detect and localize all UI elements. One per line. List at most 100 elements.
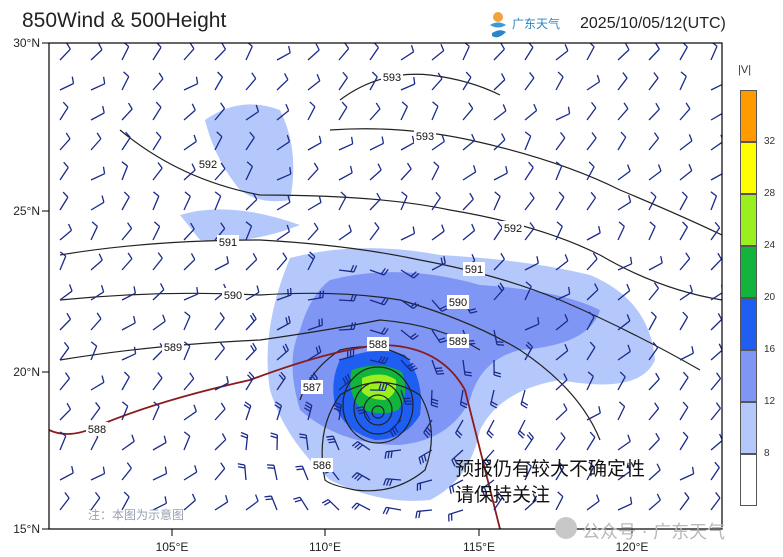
colorbar-segment [740,402,757,454]
lon-label: 115°E [463,540,495,554]
wind-barb [90,76,106,91]
wind-barb [355,406,371,421]
wind-barb [648,311,657,331]
wind-barb [121,434,135,451]
wind-barb [90,312,102,331]
wind-barb [152,43,162,61]
wind-barb [586,341,596,361]
wind-barb [214,312,225,331]
contour-label: 590 [224,290,242,302]
wind-barb [152,131,162,151]
wind-barb [276,315,291,331]
wind-barb [59,431,67,451]
wind-barb [524,317,540,331]
contour-label: 593 [416,131,434,143]
wind-barb [369,267,389,276]
wind-barb [338,165,353,181]
wind-barb [121,161,129,181]
colorbar-segment [740,90,757,142]
wind-barb [679,102,691,121]
wind-barb [462,165,477,181]
wind-barb [183,253,196,271]
wind-barb [648,132,660,151]
wind-barb [383,478,402,487]
wind-barb [648,341,659,361]
colorbar-segment [740,298,757,350]
colorbar-segment [740,454,757,506]
wind-barb [183,404,197,421]
contour-label-bg [414,129,436,143]
lon-label: 105°E [156,540,189,554]
wind-barb [431,43,445,61]
wind-barb [276,103,290,121]
wind-barb [462,133,476,151]
wind-barb [617,43,630,61]
wind-barb [338,136,354,151]
wind-barb [245,131,255,151]
wind-barb [416,479,433,491]
wind-barb [586,311,595,331]
colorbar-segment [740,246,757,298]
wind-barb [152,435,167,451]
wind-barb [152,101,162,121]
wind-barb [400,191,408,211]
wind-barb [214,376,229,391]
wind-barb [276,371,286,391]
wind-barb [493,329,505,346]
contour-label-bg [217,235,239,249]
wind-barb [493,359,502,378]
wind-barb [245,43,253,61]
wind-barb [555,461,565,481]
lon-label: 110°E [309,540,341,554]
wind-barb [493,43,505,61]
wind-barb [493,252,506,271]
wind-barb [555,106,571,121]
wind-barb [648,493,661,511]
wind-barb [448,509,464,522]
wind-barb [462,359,472,377]
wind-barb [648,282,660,301]
wind-barb [617,131,627,151]
wind-barb [617,283,631,301]
wind-barb [384,449,402,459]
contour-label: 591 [219,237,237,249]
contour-label: 592 [504,223,522,235]
wind-barb [462,192,474,211]
wind-barb [617,464,631,481]
map-frame [48,42,723,530]
wind-barbs [59,43,722,522]
wind-barb [183,465,198,481]
wind-barb [431,134,445,151]
wind-barb [586,161,595,181]
wind-barb [152,496,168,511]
wind-barb [90,402,101,421]
wind-barb [121,131,131,151]
wind-barb [183,372,195,391]
wind-barb [214,43,227,61]
wind-barb [431,359,445,375]
wind-barb [183,76,199,91]
wind-barb [333,401,342,421]
wind-barb [152,72,164,91]
wind-barb [152,162,163,181]
wind-barb [245,253,258,271]
wind-barb [121,346,137,361]
wind-barb [648,255,663,271]
wind-barb [431,256,446,271]
wind-barb [648,43,660,61]
wind-barb [524,281,532,301]
wind-barb [243,401,252,421]
wind-barb [710,343,722,361]
wind-barb [555,343,569,361]
wind-barb [648,432,660,451]
forecast-datetime: 2025/10/05/12(UTC) [580,15,726,32]
wind-barb [307,290,325,301]
wind-barb [121,401,129,421]
wind-barb [303,401,313,421]
wind-barb [338,224,352,241]
wind-barb [524,43,534,61]
wind-barb [493,282,505,301]
wind-barb [710,313,722,331]
wind-barb [462,71,472,91]
wind-barb [679,284,693,301]
